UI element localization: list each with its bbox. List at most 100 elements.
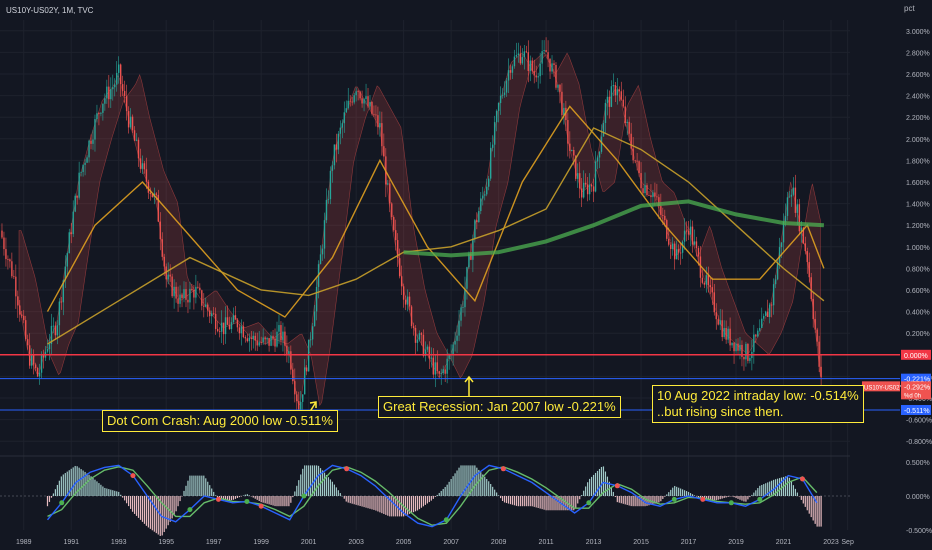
candle-body [804,243,806,252]
candle-body [770,304,773,306]
candle-body [499,95,502,104]
macd-histogram-bar [557,496,559,511]
x-tick-label: 2011 [539,539,554,546]
macd-histogram-bar [765,483,767,496]
candle-body [424,349,427,356]
macd-histogram-bar [92,477,94,496]
price-axis[interactable]: 3.000% 2.800% 2.600% 2.400% 2.200% 2.000% 1.80… [906,29,932,535]
candle-body [505,80,508,93]
candle-body [624,106,626,124]
candle-body [402,286,405,300]
macd-histogram-bar [222,496,225,501]
candle-body [765,311,767,316]
macd-histogram-bar [391,496,393,517]
macd-histogram-bar [367,496,369,509]
macd-histogram-bar [226,496,229,501]
candle-body [491,144,494,148]
macd-histogram-bar [541,496,543,510]
candle-body [586,184,589,195]
cloud-ribbons [18,52,821,407]
macd-histogram-bar [317,465,320,496]
macd-histogram-bar [290,496,292,503]
candle-body [94,119,96,140]
macd-histogram-bar [224,496,227,501]
macd-histogram-bar [472,465,474,496]
candle-body [9,259,11,262]
candle-body [228,324,231,330]
macd-histogram-bar [656,496,658,504]
macd-histogram-bar [213,491,215,496]
macd-histogram-bar [369,496,371,509]
candle-body [177,298,179,304]
candle-body [163,256,165,267]
candle-body [300,401,302,413]
candle-body [503,92,506,95]
candle-body [143,163,146,170]
macd-histogram-bar [620,496,622,504]
candle-body [741,344,743,357]
macd-histogram-bar [238,496,241,498]
candle-body [735,343,737,352]
macd-histogram-bar [446,484,448,496]
candle-body [337,133,340,150]
candle-body [422,334,425,356]
macd-histogram-bar [460,465,462,496]
macd-histogram-bar [587,482,589,496]
candle-body [309,339,312,341]
candle-body [135,139,138,141]
candle-body [814,319,816,330]
candle-body [357,91,359,93]
symbol-label[interactable]: US10Y-US02Y, 1M, TVC [6,6,94,15]
macd-histogram-bar [114,490,116,496]
candle-body [786,197,789,216]
candle-body [683,230,686,242]
candle-body [747,343,749,361]
candle-body [272,335,274,339]
macd-histogram-bar [761,484,763,496]
candle-body [294,381,296,395]
candle-body [806,251,808,263]
macd-histogram-bar [739,496,741,500]
y-tick-label: 0.600% [906,288,930,295]
macd-histogram-bar [221,496,223,501]
time-axis[interactable]: 1989 1991 1993 1995 1997 1999 2001 2003 2005 2007… [16,539,854,546]
macd-histogram-bar [341,495,343,497]
candle-body [347,100,349,109]
macd-cross-dot [443,517,449,523]
macd-histogram-bar [418,496,421,510]
candle-body [236,319,239,328]
macd-histogram-bar [329,479,332,496]
candle-body [50,325,53,344]
candle-body [668,238,670,245]
macd-histogram-bar [256,496,258,500]
macd-histogram-bar [650,496,652,505]
macd-histogram-bar [389,496,391,517]
macd-histogram-bar [426,496,428,504]
macd-histogram-bar [399,496,401,517]
macd-histogram-bar [129,496,132,509]
candle-body [636,160,638,162]
macd-histogram-bar [161,496,163,536]
candle-body [88,140,90,158]
macd-histogram-bar [302,468,304,496]
macd-histogram-bar [691,494,694,496]
macd-histogram-bar [359,496,361,506]
candle-body [329,170,332,200]
candle-body [369,102,371,107]
candle-body [209,310,211,317]
macd-histogram-bar [141,496,144,522]
macd-histogram-bar [175,496,177,512]
candle-body [230,322,233,330]
candle-body [68,232,70,254]
x-tick-label: 2023 [823,539,839,546]
macd-histogram-bar [630,496,632,507]
candle-body [638,161,640,174]
candle-body [389,183,391,204]
macd-histogram-bar [604,471,607,496]
macd-histogram-bar [110,489,112,496]
candle-body [495,110,498,123]
last-symbol-box [862,381,900,392]
macd-histogram-bar [721,496,723,499]
macd-histogram-bar [535,496,537,508]
